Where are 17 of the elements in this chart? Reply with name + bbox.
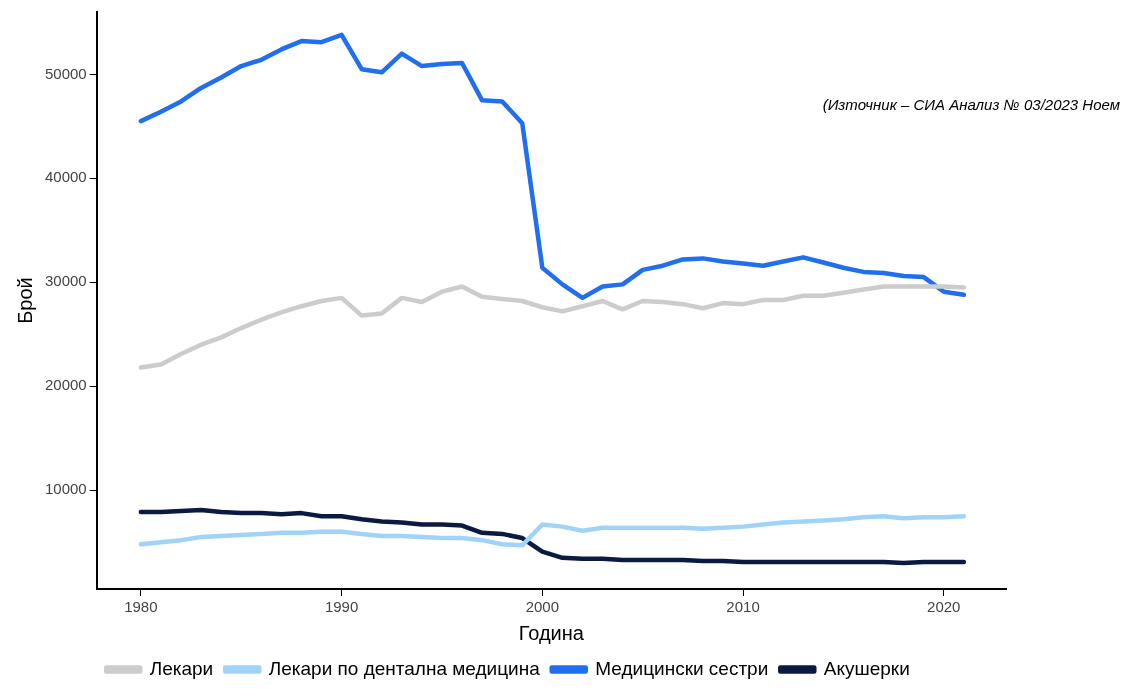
y-tick-label: 50000: [44, 64, 87, 82]
x-tick-label: 2000: [525, 598, 560, 616]
annotation: (Източник – СИА Анализ № 03/2023 Ноем: [822, 96, 1120, 114]
x-axis-title: Година: [518, 621, 585, 644]
y-tick-label: 20000: [44, 376, 87, 394]
x-tick-label: 1990: [324, 598, 359, 616]
legend-label: Медицински сестри: [595, 657, 769, 679]
x-tick-label: 2010: [726, 598, 760, 616]
y-axis-title: Брой: [13, 277, 36, 324]
x-tick-label: 1980: [124, 598, 158, 616]
y-tick-label: 40000: [44, 168, 87, 186]
x-tick-label: 2020: [927, 598, 961, 616]
y-tick-label: 10000: [44, 480, 87, 498]
legend-label: Лекари по дентална медицина: [268, 657, 541, 679]
legend-label: Лекари: [149, 657, 214, 679]
y-tick-label: 30000: [44, 272, 87, 290]
legend-label: Акушерки: [823, 657, 910, 679]
